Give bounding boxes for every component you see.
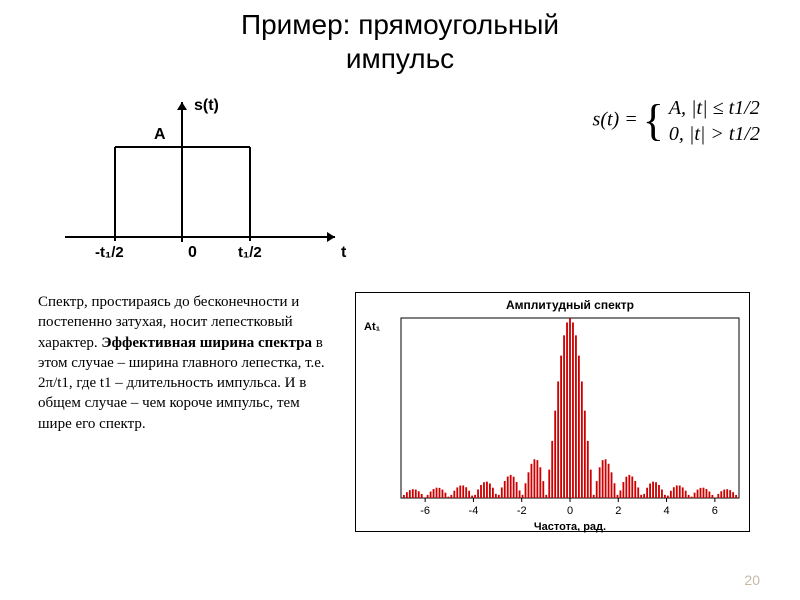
svg-text:Амплитудный спектр: Амплитудный спектр (506, 298, 634, 312)
description-text: Спектр, простираясь до бесконечности и п… (0, 292, 330, 532)
text-bold: Эффективная ширина спектра (101, 335, 312, 351)
svg-text:4: 4 (664, 505, 670, 517)
svg-text:0: 0 (188, 244, 197, 261)
svg-text:At₁: At₁ (364, 321, 381, 333)
pulse-graph: s(t) t A 0 -t₁/2 t₁/2 (35, 87, 390, 287)
svg-text:Частота, рад.: Частота, рад. (534, 521, 606, 533)
svg-text:s(t): s(t) (194, 97, 219, 114)
formula-brace: { (643, 106, 664, 137)
svg-text:t: t (341, 244, 347, 261)
slide-title: Пример: прямоугольный импульс (0, 0, 800, 75)
svg-text:6: 6 (712, 505, 718, 517)
bottom-row: Спектр, простираясь до бесконечности и п… (0, 292, 800, 532)
formula-case1: A, |t| ≤ t1/2 (669, 95, 760, 121)
formula-lhs: s(t) = (593, 109, 638, 131)
svg-text:-2: -2 (517, 505, 527, 517)
svg-text:t₁/2: t₁/2 (238, 244, 262, 261)
formula-case2: 0, |t| > t1/2 (669, 121, 760, 147)
piecewise-formula: s(t) = { A, |t| ≤ t1/2 0, |t| > t1/2 (593, 95, 760, 147)
svg-text:0: 0 (567, 505, 573, 517)
page-number: 20 (744, 572, 760, 588)
svg-text:-t₁/2: -t₁/2 (95, 244, 124, 261)
title-line1: Пример: прямоугольный (241, 9, 559, 40)
svg-text:2: 2 (615, 505, 621, 517)
svg-text:A: A (154, 126, 166, 143)
formula-cases: A, |t| ≤ t1/2 0, |t| > t1/2 (669, 95, 760, 147)
svg-text:-4: -4 (469, 505, 479, 517)
title-line2: импульс (346, 43, 454, 74)
spectrum-chart: Амплитудный спектр At₁ Частота, рад. -6 -4 -2… (355, 292, 750, 532)
svg-text:-6: -6 (420, 505, 430, 517)
